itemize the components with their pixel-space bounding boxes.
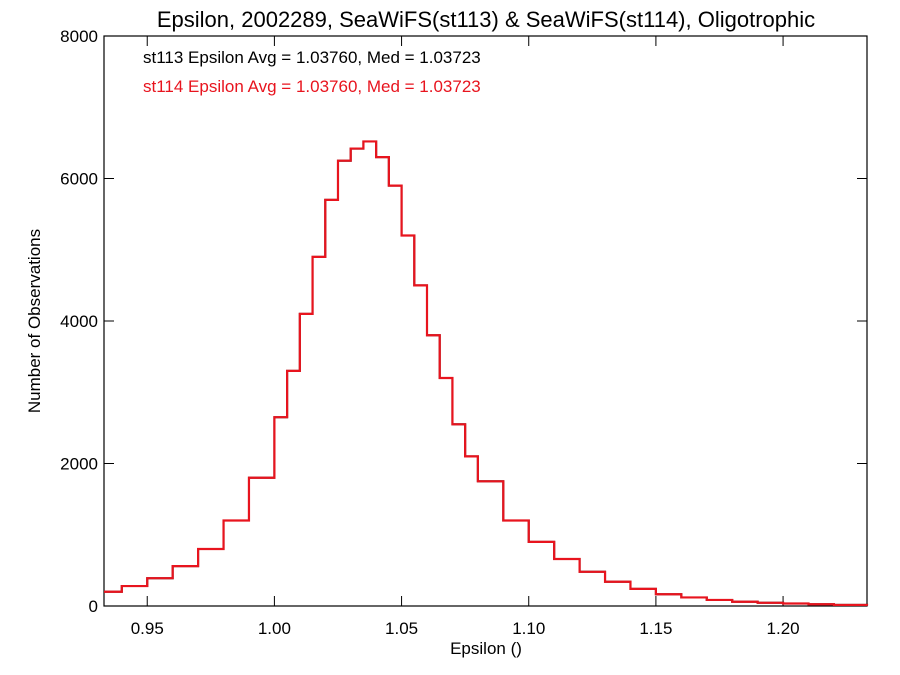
x-tick-label: 1.10	[512, 619, 545, 638]
series-layer	[104, 140, 869, 607]
series-line-st113	[104, 140, 868, 606]
x-tick-label: 1.15	[639, 619, 672, 638]
y-tick-label: 2000	[60, 455, 98, 474]
plot-frame	[103, 35, 868, 607]
x-tick-label: 0.95	[131, 619, 164, 638]
x-axis: 0.95 1.00 1.05 1.10 1.15 1.20	[131, 36, 800, 638]
series-line-st114	[104, 140, 869, 607]
y-tick-label: 6000	[60, 170, 98, 189]
annotation-st113: st113 Epsilon Avg = 1.03760, Med = 1.037…	[143, 48, 481, 67]
y-tick-label: 8000	[60, 27, 98, 46]
y-axis-label: Number of Observations	[25, 229, 44, 413]
y-axis: 0 2000 4000 6000 8000	[60, 27, 867, 616]
x-tick-label: 1.05	[385, 619, 418, 638]
annotation-st114: st114 Epsilon Avg = 1.03760, Med = 1.037…	[143, 77, 481, 96]
x-axis-label: Epsilon ()	[450, 639, 522, 658]
y-tick-label: 0	[89, 597, 98, 616]
chart-title: Epsilon, 2002289, SeaWiFS(st113) & SeaWi…	[157, 7, 815, 32]
x-tick-label: 1.00	[258, 619, 291, 638]
y-tick-label: 4000	[60, 312, 98, 331]
x-tick-label: 1.20	[767, 619, 800, 638]
